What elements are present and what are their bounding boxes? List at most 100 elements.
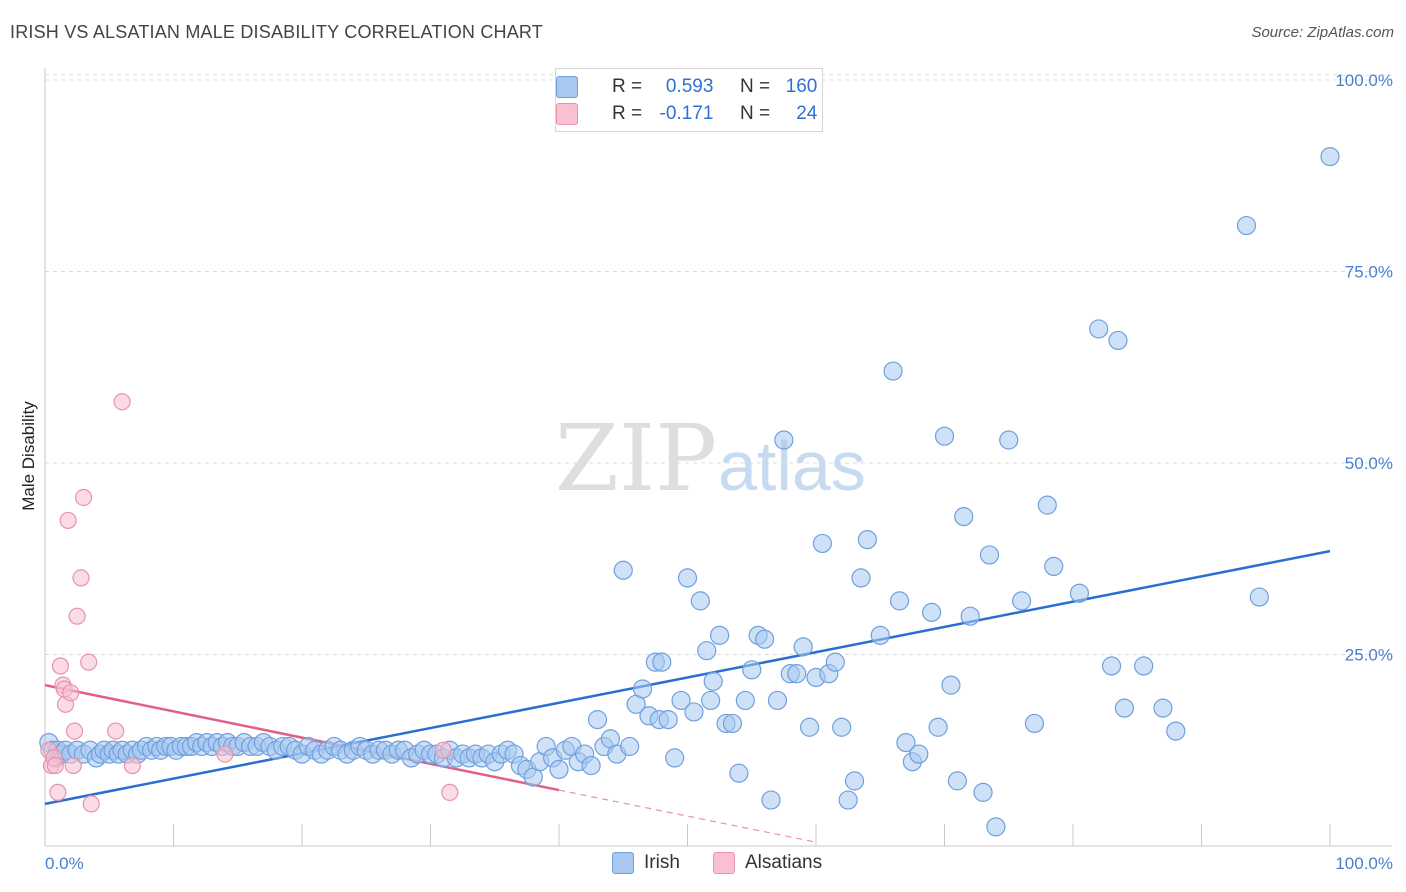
irish-point [677, 568, 698, 588]
irish-point [941, 675, 961, 695]
alsatians-point [113, 393, 131, 411]
alsatians-point [59, 511, 77, 530]
alsatians-point [441, 783, 459, 801]
irish-point [857, 529, 878, 550]
alsatians-point [434, 741, 452, 759]
irish-point [658, 710, 678, 730]
irish-point [1114, 698, 1135, 718]
alsatians-point [68, 607, 86, 625]
legend-n-label: N = [739, 103, 771, 124]
irish-point [793, 637, 813, 657]
irish-point [671, 690, 691, 711]
legend-r-value: 0.593 [665, 76, 714, 97]
irish-point [1153, 698, 1173, 718]
irish-point [1011, 591, 1032, 611]
irish-point [986, 817, 1006, 837]
irish-point [754, 629, 775, 649]
irish-point [710, 625, 730, 645]
irish-point [613, 560, 633, 580]
irish-point [742, 660, 762, 680]
alsatians-point [216, 745, 234, 763]
alsatians-point [74, 488, 93, 507]
alsatians-swatch [556, 103, 578, 125]
irish-point [1236, 215, 1257, 236]
y-tick-label: 100.0% [1335, 71, 1393, 90]
alsatians-point [51, 657, 70, 675]
irish-point [665, 748, 685, 768]
alsatians-point [46, 756, 64, 775]
alsatians-point [123, 756, 141, 775]
chart-title: IRISH VS ALSATIAN MALE DISABILITY CORREL… [10, 22, 543, 42]
irish-point [832, 717, 852, 737]
irish-point [954, 507, 974, 527]
irish-point [838, 790, 858, 810]
alsatians-point [64, 756, 82, 775]
y-axis-label: Male Disability [19, 401, 38, 511]
irish-point [825, 652, 845, 672]
bottom-legend-irish: Irish [612, 852, 680, 874]
y-tick-label: 25.0% [1345, 646, 1393, 665]
alsatians-point [80, 653, 98, 671]
irish-point [620, 736, 640, 757]
alsatians-point [82, 795, 100, 813]
irish-point [883, 361, 903, 381]
legend-r-label: R = [612, 103, 643, 124]
irish-point [934, 426, 955, 446]
irish-point [1037, 495, 1057, 515]
source-label: Source: ZipAtlas.com [1251, 24, 1394, 41]
grid-lines [45, 74, 1392, 655]
legend-n-value: 24 [796, 103, 818, 124]
correlation-legend: R = 0.593 N = 160 R = -0.171 N = 24 [555, 68, 823, 132]
irish-point [1134, 656, 1154, 676]
irish-point [652, 652, 672, 672]
alsatians-point [107, 722, 125, 740]
irish-legend-swatch [612, 852, 634, 874]
irish-point [844, 771, 865, 791]
watermark: ZIP atlas [555, 405, 866, 512]
irish-point [922, 602, 942, 622]
irish-swatch [556, 76, 578, 98]
y-tick-label: 75.0% [1345, 263, 1393, 282]
alsatians-legend-label: Alsatians [745, 852, 823, 873]
irish-point [703, 671, 723, 691]
irish-point [1249, 587, 1269, 607]
alsatians-point [72, 569, 90, 587]
irish-point [999, 430, 1019, 450]
irish-point [581, 755, 601, 776]
irish-point [722, 713, 743, 734]
y-tick-label: 50.0% [1345, 454, 1393, 473]
irish-point [1089, 319, 1109, 339]
irish-point [774, 430, 794, 450]
irish-point [812, 533, 833, 554]
legend-r-label: R = [612, 76, 643, 97]
irish-point [587, 710, 608, 730]
irish-point [979, 545, 1000, 565]
irish-point [799, 717, 820, 737]
alsatians-point [62, 684, 80, 702]
irish-point [1044, 556, 1064, 577]
irish-point [870, 625, 890, 645]
irish-point [896, 732, 916, 753]
alsatians-trend-line [44, 683, 560, 792]
alsatians-point [49, 783, 67, 801]
x-tick-label: 100.0% [1335, 854, 1393, 873]
irish-legend-label: Irish [644, 852, 680, 873]
irish-point [761, 790, 781, 810]
irish-point [767, 690, 788, 711]
tick-labels: 25.0% 50.0% 75.0% 100.0% 0.0% 100.0% [45, 71, 1393, 873]
irish-point [787, 664, 807, 684]
irish-point [690, 591, 710, 611]
bottom-legend-alsatians: Alsatians [713, 852, 822, 874]
irish-point [928, 717, 948, 737]
watermark-zip: ZIP [555, 405, 717, 512]
irish-point [1320, 147, 1340, 167]
legend-n-value: 160 [785, 76, 818, 97]
irish-point [632, 679, 653, 699]
irish-point [1101, 656, 1122, 676]
irish-trend-line [44, 549, 1331, 806]
alsatians-point [65, 722, 84, 740]
trend-lines [44, 549, 1331, 843]
irish-point [1108, 330, 1128, 351]
irish-point [1069, 583, 1090, 603]
irish-point [960, 606, 980, 626]
